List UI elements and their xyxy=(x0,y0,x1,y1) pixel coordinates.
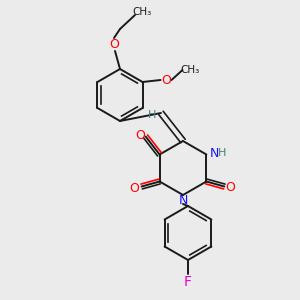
Text: O: O xyxy=(109,38,119,50)
Text: H: H xyxy=(148,110,156,120)
Text: N: N xyxy=(210,147,219,160)
Text: N: N xyxy=(178,194,188,206)
Text: O: O xyxy=(225,181,235,194)
Text: H: H xyxy=(218,148,226,158)
Text: O: O xyxy=(162,74,172,86)
Text: CH₃: CH₃ xyxy=(180,65,199,75)
Text: F: F xyxy=(184,275,192,289)
Text: CH₃: CH₃ xyxy=(132,7,152,17)
Text: O: O xyxy=(136,129,146,142)
Text: O: O xyxy=(130,182,140,195)
